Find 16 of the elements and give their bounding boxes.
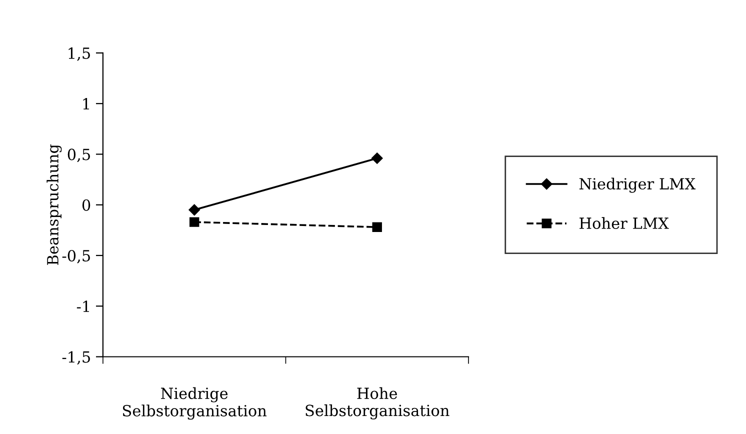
- y-tick-label: 0,5: [68, 148, 90, 162]
- point: [188, 204, 200, 216]
- x-tick-label: Hohe Selbstorganisation: [306, 387, 450, 420]
- y-tick-label: 1,5: [68, 47, 90, 61]
- point: [372, 222, 382, 232]
- point: [371, 152, 383, 164]
- y-tick-label: -1,5: [62, 351, 90, 365]
- y-tick-label: 0: [82, 199, 90, 211]
- legend-label: Niedriger LMX: [579, 178, 696, 193]
- y-tick-label: -1: [76, 300, 89, 312]
- y-tick-label: 1: [83, 98, 89, 110]
- x-tick-label: Niedrige Selbstorganisation: [122, 387, 267, 420]
- y-tick-label: -0,5: [62, 250, 90, 264]
- point: [189, 217, 200, 227]
- legend-label: Hoher LMX: [580, 217, 669, 230]
- y-axis-title: Beanspruchung: [46, 144, 62, 265]
